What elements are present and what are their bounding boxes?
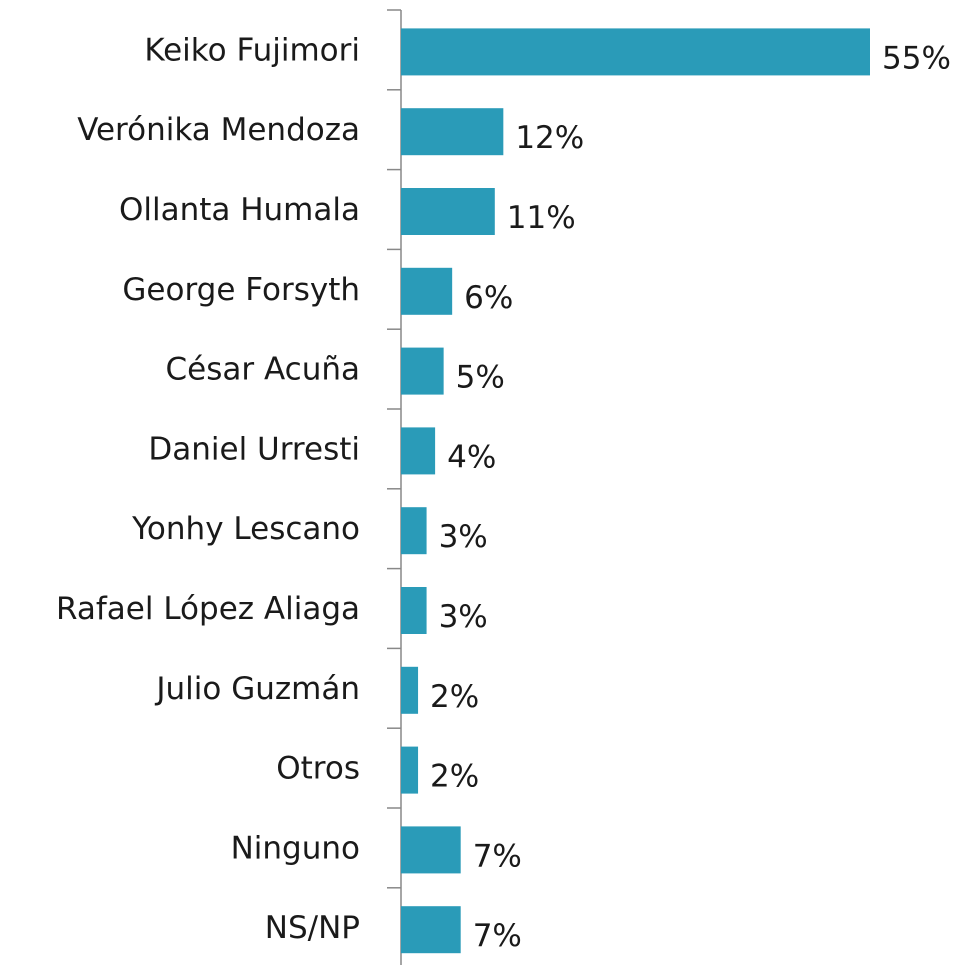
value-label: 6% [464, 280, 513, 316]
value-label: 2% [430, 679, 479, 715]
value-label: 12% [515, 120, 584, 156]
bar [401, 347, 444, 395]
bar [401, 267, 453, 315]
value-label: 5% [456, 360, 505, 396]
category-label: César Acuña [166, 352, 360, 388]
bar [401, 906, 461, 954]
category-label: Daniel Urresti [148, 431, 360, 467]
bar [401, 826, 461, 874]
value-label: 3% [439, 599, 488, 635]
value-label: 7% [473, 918, 522, 954]
value-label: 4% [447, 439, 496, 475]
category-label: Verónika Mendoza [77, 112, 360, 148]
value-label: 11% [507, 200, 576, 236]
category-label: Keiko Fujimori [144, 32, 360, 68]
value-label: 3% [439, 519, 488, 555]
bar [401, 507, 427, 555]
category-label: Julio Guzmán [154, 671, 360, 707]
category-label: Ninguno [231, 830, 360, 866]
bar [401, 746, 419, 794]
bar [401, 188, 495, 235]
category-label: NS/NP [265, 910, 360, 946]
value-label: 55% [882, 40, 951, 76]
category-label: Yonhy Lescano [131, 511, 360, 547]
category-label: Otros [276, 751, 360, 787]
value-label: 7% [473, 838, 522, 874]
value-label: 2% [430, 759, 479, 795]
bar [401, 666, 419, 714]
bar [401, 587, 427, 634]
category-label: Rafael López Aliaga [56, 591, 360, 627]
bar [401, 108, 504, 156]
category-label: Ollanta Humala [119, 192, 360, 228]
bar [401, 427, 436, 475]
category-label: George Forsyth [122, 272, 360, 308]
bar [401, 28, 870, 76]
